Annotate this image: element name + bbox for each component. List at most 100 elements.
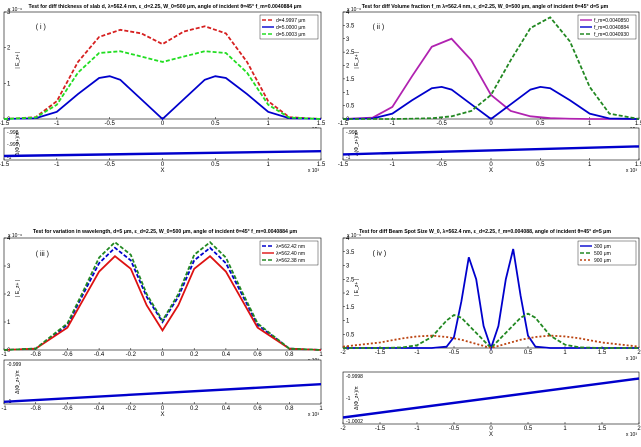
x-tick-label: -0.8	[31, 352, 42, 358]
x-tick-label: 0.5	[524, 426, 533, 432]
y-tick-label: 2	[346, 291, 350, 297]
x-tick-label: 1	[266, 162, 270, 168]
chart-panel-4: Test for diff Beam Spot Size W_0, λ=562.…	[340, 229, 641, 438]
x-tick-label: -0.4	[94, 406, 105, 412]
x-tick-label: 1	[588, 121, 592, 127]
legend: d=4.9997 μmd=5.0000 μmd=5.0003 μm	[259, 14, 319, 40]
x-tick-label: -0.5	[436, 121, 447, 127]
y-tick-label: -.998	[346, 130, 358, 136]
x-tick-label: 0	[161, 162, 165, 168]
x-tick-label: -1	[390, 121, 396, 127]
plot-area	[342, 237, 640, 349]
y-tick-label: -1.0002	[346, 419, 363, 425]
x-tick-label: 1.5	[598, 350, 607, 356]
legend-label: f_m=0.0040884	[594, 25, 629, 31]
phase-subplot: -1.5-1-0.500.511.5-.998-.999-1x 10³XΔ(Φ_…	[0, 127, 326, 174]
y-tick-label: 0	[7, 348, 11, 354]
y-tick-label: 3.5	[346, 23, 355, 29]
y-exponent: x 10⁻⁶	[347, 7, 361, 13]
series-line-3	[3, 241, 322, 351]
y-tick-label: 2	[346, 64, 350, 70]
x-axis-label: X	[160, 412, 164, 418]
y-axis-label: Δ(Φ_z+)/π	[15, 132, 21, 156]
x-tick-label: -0.6	[62, 352, 73, 358]
x-tick-label: 0	[489, 162, 493, 168]
legend-label: f_m=0.0040850	[594, 18, 629, 24]
x-tick-label: -0.4	[94, 352, 105, 358]
y-tick-label: 2.5	[346, 50, 355, 56]
x-tick-label: -1.5	[0, 162, 10, 168]
x-tick-label: -1.5	[338, 162, 349, 168]
legend-label: λ=562.38 nm	[276, 258, 305, 264]
phase-line	[3, 383, 322, 403]
y-tick-label: 3	[7, 264, 11, 270]
y-tick-label: -1	[7, 155, 12, 161]
x-axis-label: X	[489, 432, 493, 438]
panel-label: ( i )	[36, 24, 46, 31]
x-tick-label: -1	[54, 121, 60, 127]
x-tick-label: -0.5	[449, 426, 460, 432]
legend: λ=562.42 nmλ=562.40 nmλ=562.38 nm	[259, 240, 319, 266]
x-tick-label: -0.5	[104, 162, 115, 168]
x-tick-label: 0.4	[222, 406, 231, 412]
phase-subplot: -2 -1.5 -1 -0.5 0 0.5 1 1.5 2 -0.9998 -1 -1.0002 x 1…	[340, 371, 641, 438]
legend-label: d=5.0000 μm	[276, 25, 305, 31]
x-tick-label: -1.5	[338, 121, 349, 127]
phase-line	[342, 145, 640, 156]
x-tick-label: -1.5	[375, 350, 386, 356]
y-tick-label: 3	[346, 264, 350, 270]
x-tick-label: -0.2	[126, 352, 137, 358]
y-tick-label: 1	[7, 81, 11, 87]
chart-title: Test for diff Volume fraction f_m λ=562.…	[362, 4, 609, 10]
x-tick-label: 0	[489, 121, 493, 127]
y-tick-label: 2	[7, 292, 11, 298]
x-tick-label: 2	[637, 426, 641, 432]
x-tick-label: 0	[489, 426, 493, 432]
x-tick-label: 1	[319, 406, 323, 412]
x-tick-label: 1.5	[635, 162, 641, 168]
series-line-3	[342, 334, 640, 349]
legend-label: f_m=0.0040930	[594, 32, 629, 38]
x-tick-label: 1	[588, 162, 592, 168]
legend-label: d=4.9997 μm	[276, 18, 305, 24]
y-tick-label: 3.5	[346, 250, 355, 256]
x-tick-label: -1	[414, 350, 420, 356]
x-tick-label: 1.5	[598, 426, 607, 432]
x-tick-label: -1.5	[375, 426, 386, 432]
phase-line	[3, 150, 322, 158]
x-tick-label: -0.5	[449, 350, 460, 356]
legend-label: 500 μm	[594, 251, 611, 257]
x-tick-label: -1.5	[0, 121, 10, 127]
y-tick-label: 0.5	[346, 104, 355, 110]
y-tick-label: 4	[346, 236, 350, 242]
x-tick-label: 1	[266, 121, 270, 127]
y-tick-label: 1	[346, 319, 350, 325]
x-tick-label: -0.5	[104, 121, 115, 127]
series-line-2	[3, 255, 322, 351]
series-line-2	[343, 312, 639, 350]
y-axis-label: Δ(Φ_z+)/π	[15, 370, 21, 394]
x-tick-label: -0.2	[126, 406, 137, 412]
x-tick-label: -1	[390, 162, 396, 168]
x-exponent: x 10³	[626, 168, 637, 174]
chart-title: Test for variation in wavelength, d=5 μm…	[33, 229, 298, 235]
series-line-3	[343, 16, 640, 120]
y-tick-label: -1	[346, 396, 351, 402]
x-tick-label: 0	[161, 406, 165, 412]
series-line-1	[342, 37, 639, 120]
x-tick-label: 0	[489, 350, 493, 356]
x-tick-label: 1	[563, 426, 567, 432]
y-tick-label: -.998	[7, 130, 19, 136]
y-tick-label: 4	[7, 236, 11, 242]
x-tick-label: 1	[319, 352, 323, 358]
subplot-area	[3, 359, 322, 405]
x-tick-label: 0.5	[211, 121, 220, 127]
x-tick-label: -0.8	[31, 406, 42, 412]
y-axis-label: | E_z+ |	[15, 280, 21, 297]
x-tick-label: 0.8	[285, 406, 294, 412]
x-tick-label: 2	[637, 350, 641, 356]
y-tick-label: 2.5	[346, 277, 355, 283]
x-tick-label: 1.5	[317, 121, 326, 127]
x-tick-label: -1	[414, 426, 420, 432]
y-tick-label: 1.5	[346, 77, 355, 83]
